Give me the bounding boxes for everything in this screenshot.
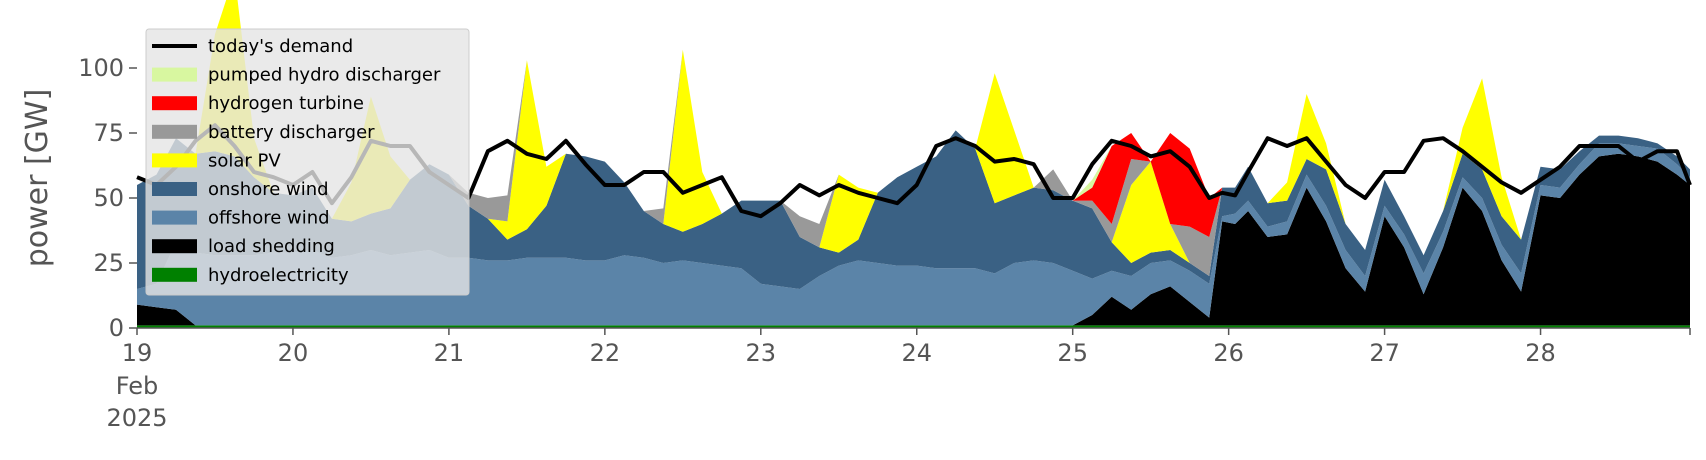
x-tick-label: 24 [901, 339, 932, 367]
legend-label-pumped-hydro-discharger: pumped hydro discharger [208, 65, 441, 86]
legend-label-onshore-wind: onshore wind [208, 179, 329, 200]
x-tick-label: 21 [434, 339, 465, 367]
y-tick-label: 75 [93, 119, 124, 147]
y-axis: 0 25 50 75 100 [78, 54, 137, 342]
legend-label-today-s-demand: today's demand [208, 36, 353, 57]
legend-label-hydroelectricity: hydroelectricity [208, 265, 349, 286]
legend-label-load-shedding: load shedding [208, 236, 335, 257]
y-tick-label: 50 [93, 184, 124, 212]
x-tick-label: 20 [278, 339, 309, 367]
legend-swatch-load-shedding [152, 239, 197, 254]
legend: today's demand pumped hydro discharger hyd… [145, 28, 470, 296]
y-axis-title: power [GW] [20, 89, 55, 268]
legend-swatch-pumped-hydro-discharger [152, 67, 197, 82]
area-onshore-wind [137, 130, 1690, 289]
y-tick-label: 25 [93, 249, 124, 277]
y-tick-label: 100 [78, 54, 124, 82]
x-tick-label: 23 [746, 339, 777, 367]
x-tick-label: 27 [1369, 339, 1400, 367]
legend-swatch-battery-discharger [152, 124, 197, 139]
legend-swatch-onshore-wind [152, 182, 197, 196]
legend-box [145, 28, 470, 296]
x-tick-sublabel: Feb [116, 372, 159, 400]
legend-swatch-offshore-wind [152, 210, 197, 225]
area-load-shedding [137, 153, 1690, 326]
area-solar-pv [137, 0, 1690, 276]
legend-swatch-hydrogen-turbine [152, 96, 197, 111]
x-axis: 19 20 21 22 23 24 25 26 27 28 Feb 2025 [106, 327, 1691, 432]
x-tick-sublabel: 2025 [106, 404, 167, 432]
x-tick-label: 22 [590, 339, 621, 367]
legend-swatch-solar-pv [152, 153, 197, 168]
x-tick-label: 28 [1525, 339, 1556, 367]
x-tick-label: 26 [1213, 339, 1244, 367]
legend-label-hydrogen-turbine: hydrogen turbine [208, 93, 364, 114]
legend-label-battery-discharger: battery discharger [208, 122, 375, 143]
x-tick-label: 19 [122, 339, 153, 367]
legend-label-offshore-wind: offshore wind [208, 208, 330, 229]
y-tick-label: 0 [109, 314, 124, 342]
legend-label-solar-pv: solar PV [208, 150, 281, 171]
area-offshore-wind [137, 143, 1690, 326]
legend-swatch-hydroelectricity [152, 267, 197, 282]
x-tick-label: 25 [1057, 339, 1088, 367]
